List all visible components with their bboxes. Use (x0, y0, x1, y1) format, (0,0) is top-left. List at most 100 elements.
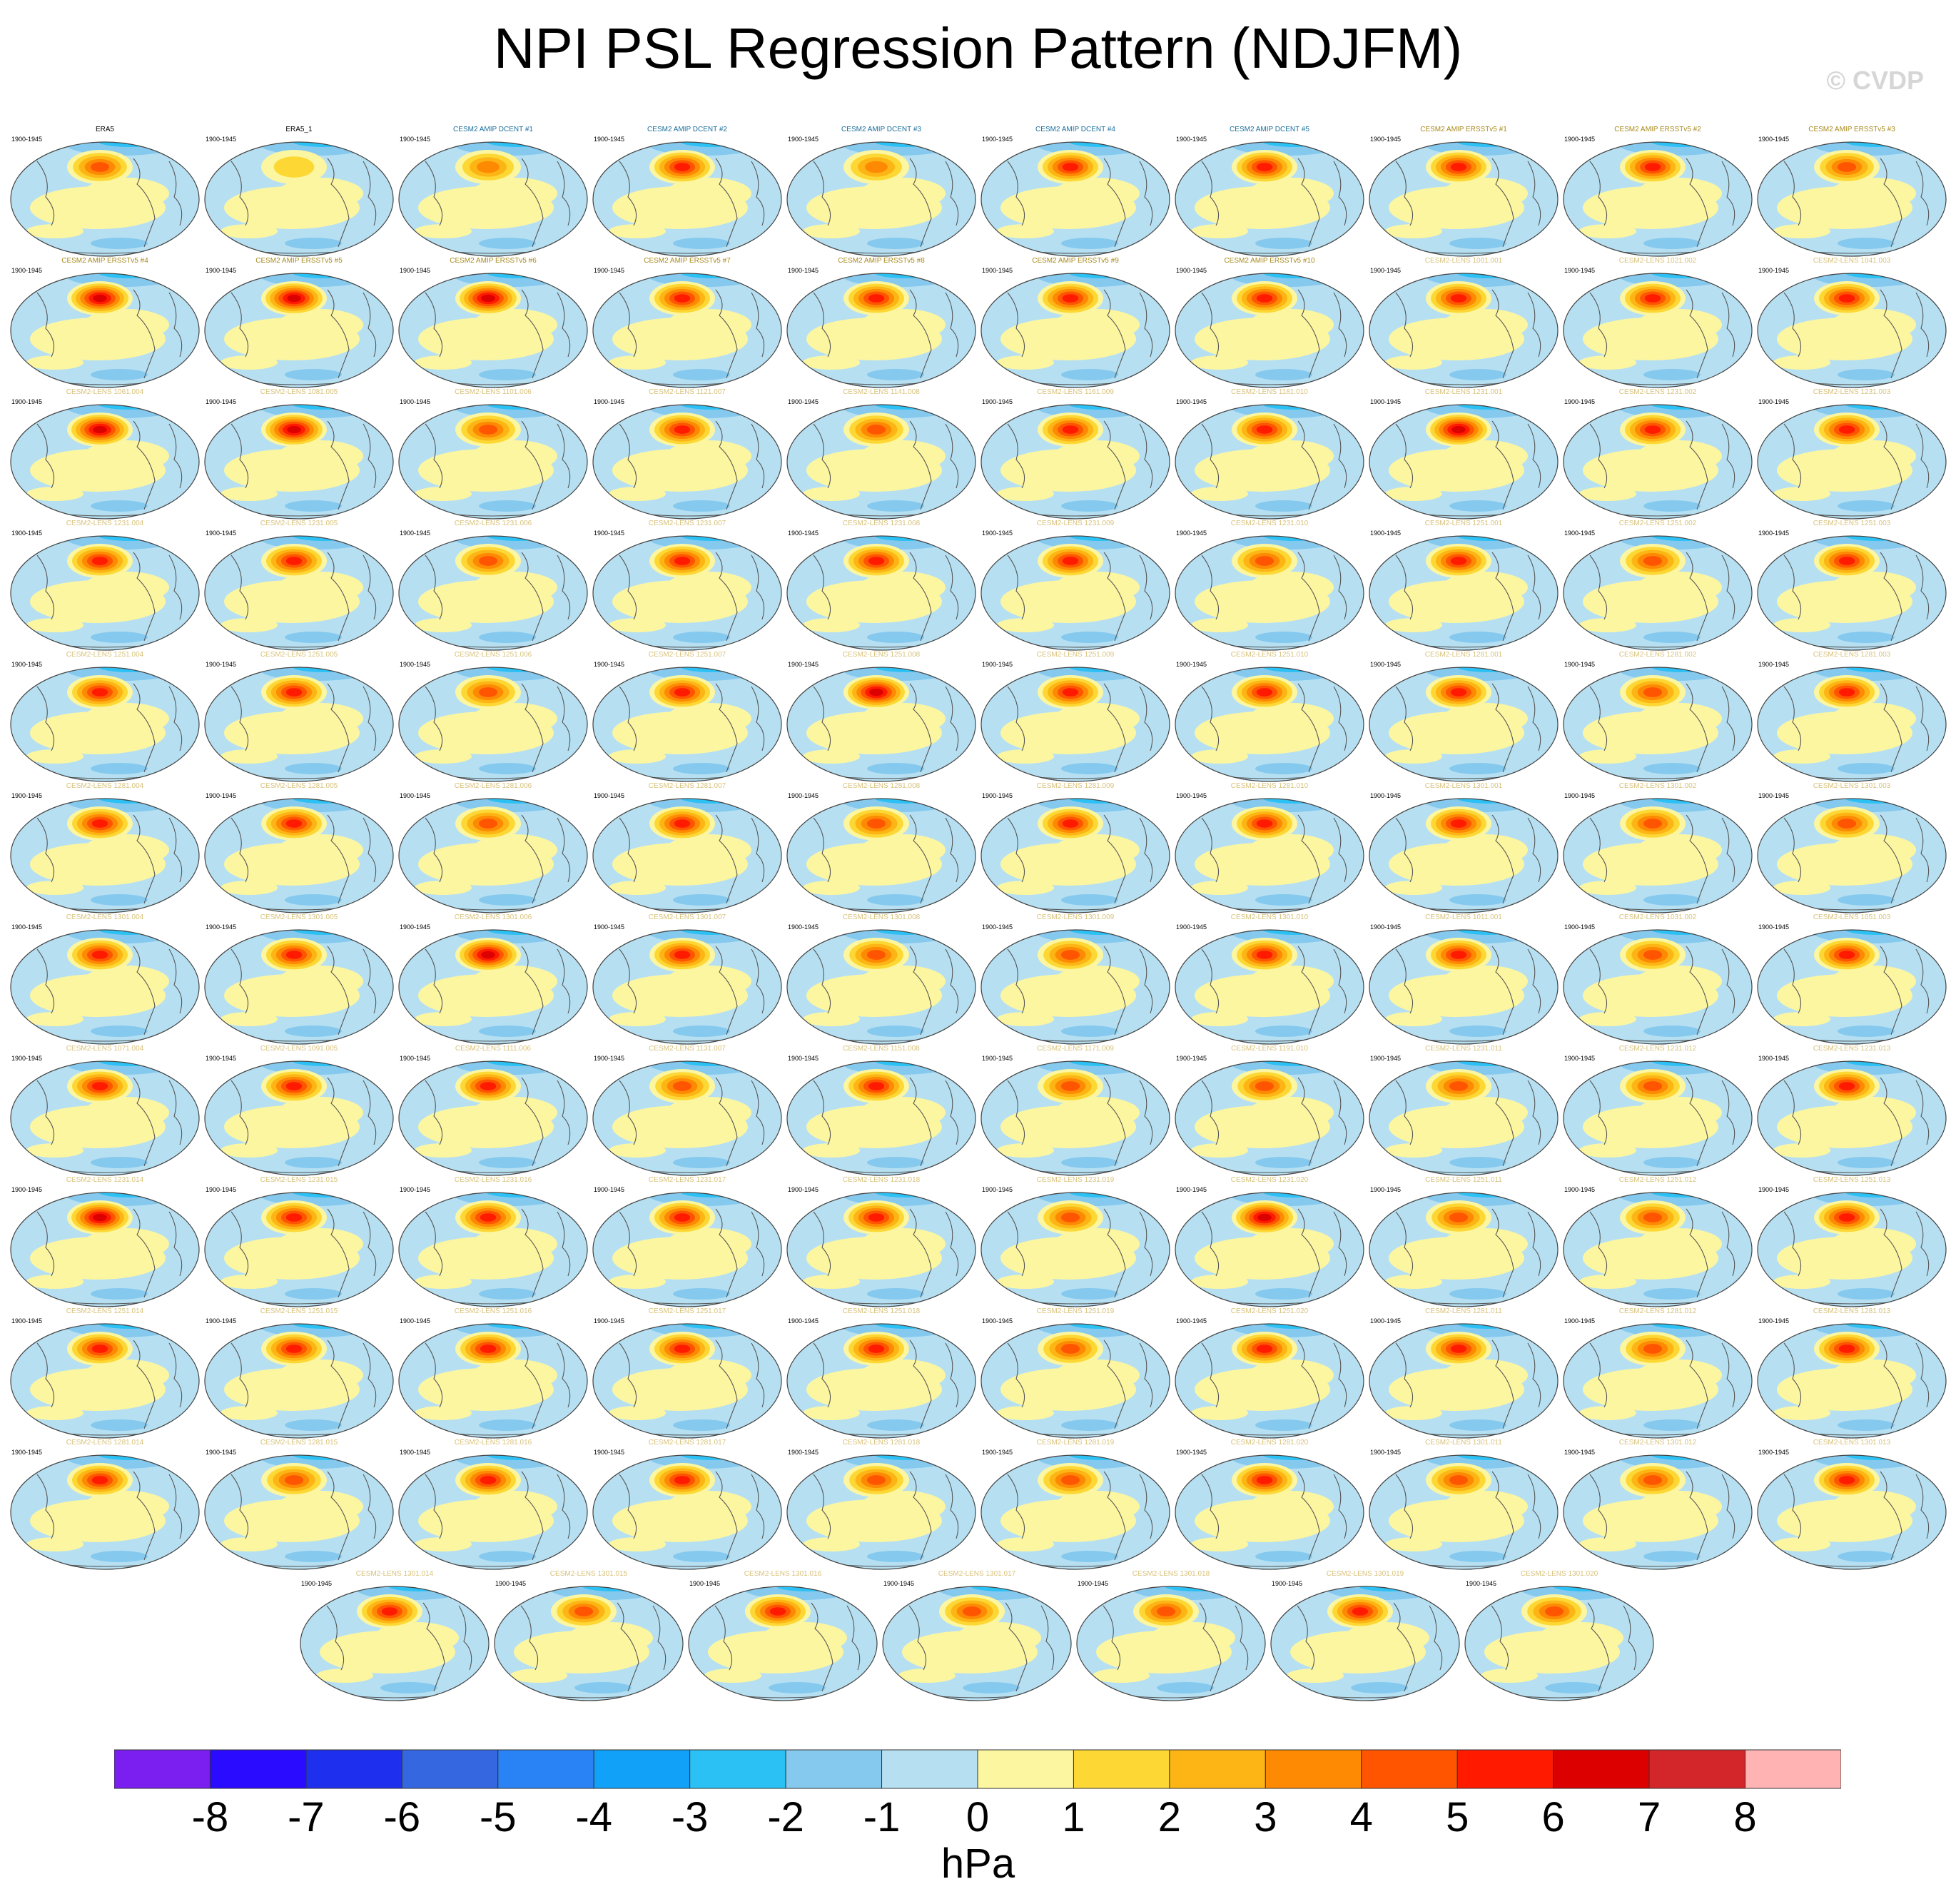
psl-regression-map (592, 273, 782, 388)
map-panel: CESM2-LENS 1281.016 1900-1945 (397, 1439, 589, 1571)
psl-regression-map (1563, 273, 1753, 388)
panel-title: CESM2-LENS 1231.020 (1230, 1176, 1309, 1184)
panel-period: 1900-1945 (400, 267, 431, 274)
psl-regression-map (10, 1323, 200, 1439)
map-panel: CESM2-LENS 1301.017 1900-1945 (881, 1570, 1073, 1703)
psl-regression-map (1757, 1323, 1947, 1439)
map-panel: CESM2-LENS 1301.009 1900-1945 (979, 913, 1172, 1046)
psl-regression-map (786, 404, 976, 520)
map-panel: CESM2-LENS 1001.001 1900-1945 (1367, 257, 1560, 390)
panel-period: 1900-1945 (11, 136, 43, 143)
panel-title: CESM2-LENS 1011.001 (1425, 913, 1502, 921)
map-panel: CESM2-LENS 1301.019 1900-1945 (1269, 1570, 1461, 1703)
panel-period: 1900-1945 (1466, 1580, 1497, 1587)
psl-regression-map (398, 929, 588, 1045)
colorbar-segment (1169, 1749, 1266, 1789)
map-panel: CESM2-LENS 1301.006 1900-1945 (397, 913, 589, 1046)
colorbar-segment (593, 1749, 691, 1789)
map-panel: CESM2-LENS 1231.002 1900-1945 (1561, 388, 1754, 521)
panel-period: 1900-1945 (1758, 267, 1790, 274)
map-panel: CESM2-LENS 1251.014 1900-1945 (9, 1307, 201, 1440)
panel-period: 1900-1945 (1758, 398, 1790, 405)
psl-regression-map (398, 667, 588, 782)
panel-period: 1900-1945 (11, 398, 43, 405)
panel-period: 1900-1945 (400, 661, 431, 668)
psl-regression-map (204, 404, 394, 520)
panel-period: 1900-1945 (206, 136, 237, 143)
colorbar-tick-label: -7 (288, 1794, 325, 1840)
panel-title: CESM2-LENS 1231.019 (1036, 1176, 1115, 1184)
map-panel: CESM2-LENS 1231.010 1900-1945 (1173, 520, 1366, 652)
panel-title: CESM2-LENS 1151.008 (843, 1045, 920, 1053)
panel-title: CESM2 AMIP ERSSTv5 #9 (1032, 257, 1119, 265)
panel-title: CESM2-LENS 1131.007 (649, 1045, 726, 1053)
map-panel: CESM2 AMIP DCENT #5 1900-1945 (1173, 126, 1366, 258)
map-panel: CESM2-LENS 1251.006 1900-1945 (397, 651, 589, 784)
panel-period: 1900-1945 (206, 1055, 237, 1062)
panel-title: CESM2-LENS 1231.017 (648, 1176, 726, 1184)
psl-regression-map (688, 1586, 878, 1701)
panel-period: 1900-1945 (1758, 530, 1790, 537)
psl-regression-map (398, 404, 588, 520)
panel-period: 1900-1945 (1564, 923, 1596, 931)
panel-period: 1900-1945 (594, 530, 625, 537)
panel-period: 1900-1945 (594, 1055, 625, 1062)
panel-title: CESM2-LENS 1091.005 (260, 1045, 338, 1053)
panel-period: 1900-1945 (788, 267, 819, 274)
panel-title: CESM2-LENS 1071.004 (66, 1045, 144, 1053)
psl-regression-map (10, 929, 200, 1045)
colorbar-units: hPa (941, 1840, 1015, 1887)
panel-title: CESM2-LENS 1251.013 (1813, 1176, 1891, 1184)
panel-title: CESM2 AMIP ERSSTv5 #3 (1808, 126, 1895, 133)
panel-title: CESM2-LENS 1251.019 (1036, 1307, 1115, 1315)
panel-period: 1900-1945 (1758, 1449, 1790, 1456)
panel-title: CESM2-LENS 1231.010 (1230, 520, 1309, 527)
psl-regression-map (1175, 1060, 1364, 1176)
panel-title: CESM2 AMIP ERSSTv5 #5 (255, 257, 343, 265)
psl-regression-map (1175, 929, 1364, 1045)
psl-regression-map (1757, 535, 1947, 651)
map-panel: CESM2-LENS 1281.012 1900-1945 (1561, 1307, 1754, 1440)
colorbar-segment (497, 1749, 594, 1789)
panel-title: CESM2-LENS 1051.003 (1813, 913, 1891, 921)
panel-period: 1900-1945 (11, 1186, 43, 1193)
panel-title: CESM2-LENS 1251.017 (648, 1307, 726, 1315)
map-panel: ERA5_1 1900-1945 (203, 126, 395, 258)
panel-title: CESM2-LENS 1251.003 (1813, 520, 1891, 527)
map-panel: CESM2-LENS 1281.001 1900-1945 (1367, 651, 1560, 784)
psl-regression-map (592, 667, 782, 782)
psl-regression-map (1757, 798, 1947, 913)
panel-title: CESM2-LENS 1281.018 (842, 1439, 921, 1447)
map-panel: CESM2-LENS 1301.001 1900-1945 (1367, 782, 1560, 915)
panel-period: 1900-1945 (1370, 661, 1402, 668)
panel-period: 1900-1945 (788, 398, 819, 405)
panel-period: 1900-1945 (11, 923, 43, 931)
panel-period: 1900-1945 (982, 1449, 1013, 1456)
panel-period: 1900-1945 (1758, 1186, 1790, 1193)
map-panel: CESM2-LENS 1301.004 1900-1945 (9, 913, 201, 1046)
map-panel: CESM2-LENS 1051.003 1900-1945 (1755, 913, 1948, 1046)
map-panel: CESM2-LENS 1301.003 1900-1945 (1755, 782, 1948, 915)
panel-title: CESM2 AMIP ERSSTv5 #2 (1614, 126, 1701, 133)
map-panel: CESM2-LENS 1251.018 1900-1945 (785, 1307, 978, 1440)
map-panel: CESM2-LENS 1121.007 1900-1945 (591, 388, 784, 521)
panel-title: CESM2-LENS 1231.003 (1813, 388, 1891, 396)
psl-regression-map (1175, 1454, 1364, 1570)
panel-period: 1900-1945 (1758, 1055, 1790, 1062)
colorbar-tick-label: -3 (671, 1794, 709, 1840)
psl-regression-map (1369, 404, 1559, 520)
psl-regression-map (398, 1323, 588, 1439)
panel-period: 1900-1945 (1758, 661, 1790, 668)
map-panel: CESM2-LENS 1041.003 1900-1945 (1755, 257, 1948, 390)
colorbar-segment (1648, 1749, 1746, 1789)
panel-period: 1900-1945 (1758, 1317, 1790, 1325)
psl-regression-map (204, 1060, 394, 1176)
colorbar-segment (209, 1749, 307, 1789)
psl-regression-map (592, 141, 782, 257)
panel-period: 1900-1945 (1564, 792, 1596, 799)
panel-period: 1900-1945 (206, 1317, 237, 1325)
map-panel: CESM2-LENS 1301.013 1900-1945 (1755, 1439, 1948, 1571)
panel-title: CESM2-LENS 1301.002 (1618, 782, 1697, 790)
psl-regression-map (204, 667, 394, 782)
colorbar-tick-label: 4 (1349, 1794, 1373, 1840)
